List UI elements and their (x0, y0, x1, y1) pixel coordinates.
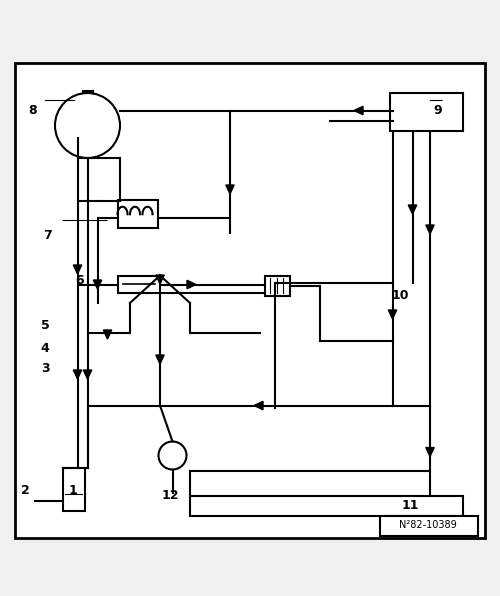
Polygon shape (156, 275, 164, 284)
Bar (118, 200, 158, 228)
Text: 3: 3 (40, 362, 50, 374)
Text: 10: 10 (391, 289, 409, 302)
Bar (390, 93, 462, 131)
Text: N²82-10389: N²82-10389 (398, 520, 456, 530)
Text: 7: 7 (43, 229, 52, 242)
Text: 11: 11 (401, 499, 419, 512)
Polygon shape (354, 106, 363, 114)
Circle shape (158, 442, 186, 470)
Bar (118, 275, 160, 293)
Polygon shape (426, 448, 434, 457)
Bar (380, 516, 478, 535)
Bar (62, 468, 85, 511)
Text: 5: 5 (40, 319, 50, 332)
Polygon shape (426, 225, 434, 234)
Text: 8: 8 (28, 104, 37, 117)
Polygon shape (254, 401, 263, 409)
Polygon shape (408, 205, 416, 214)
Polygon shape (84, 370, 92, 379)
Polygon shape (187, 280, 196, 288)
Polygon shape (226, 185, 234, 194)
Text: 1: 1 (68, 484, 77, 497)
Text: 2: 2 (20, 484, 30, 497)
Polygon shape (388, 310, 396, 319)
Text: 6: 6 (76, 274, 84, 287)
Polygon shape (104, 330, 112, 339)
Bar (265, 275, 290, 296)
Text: 4: 4 (40, 342, 50, 355)
Bar (190, 495, 462, 516)
Text: 9: 9 (433, 104, 442, 117)
Polygon shape (74, 370, 82, 379)
Text: 12: 12 (161, 489, 179, 502)
Polygon shape (74, 265, 82, 274)
Polygon shape (156, 355, 164, 364)
Circle shape (55, 93, 120, 158)
Polygon shape (94, 280, 102, 289)
